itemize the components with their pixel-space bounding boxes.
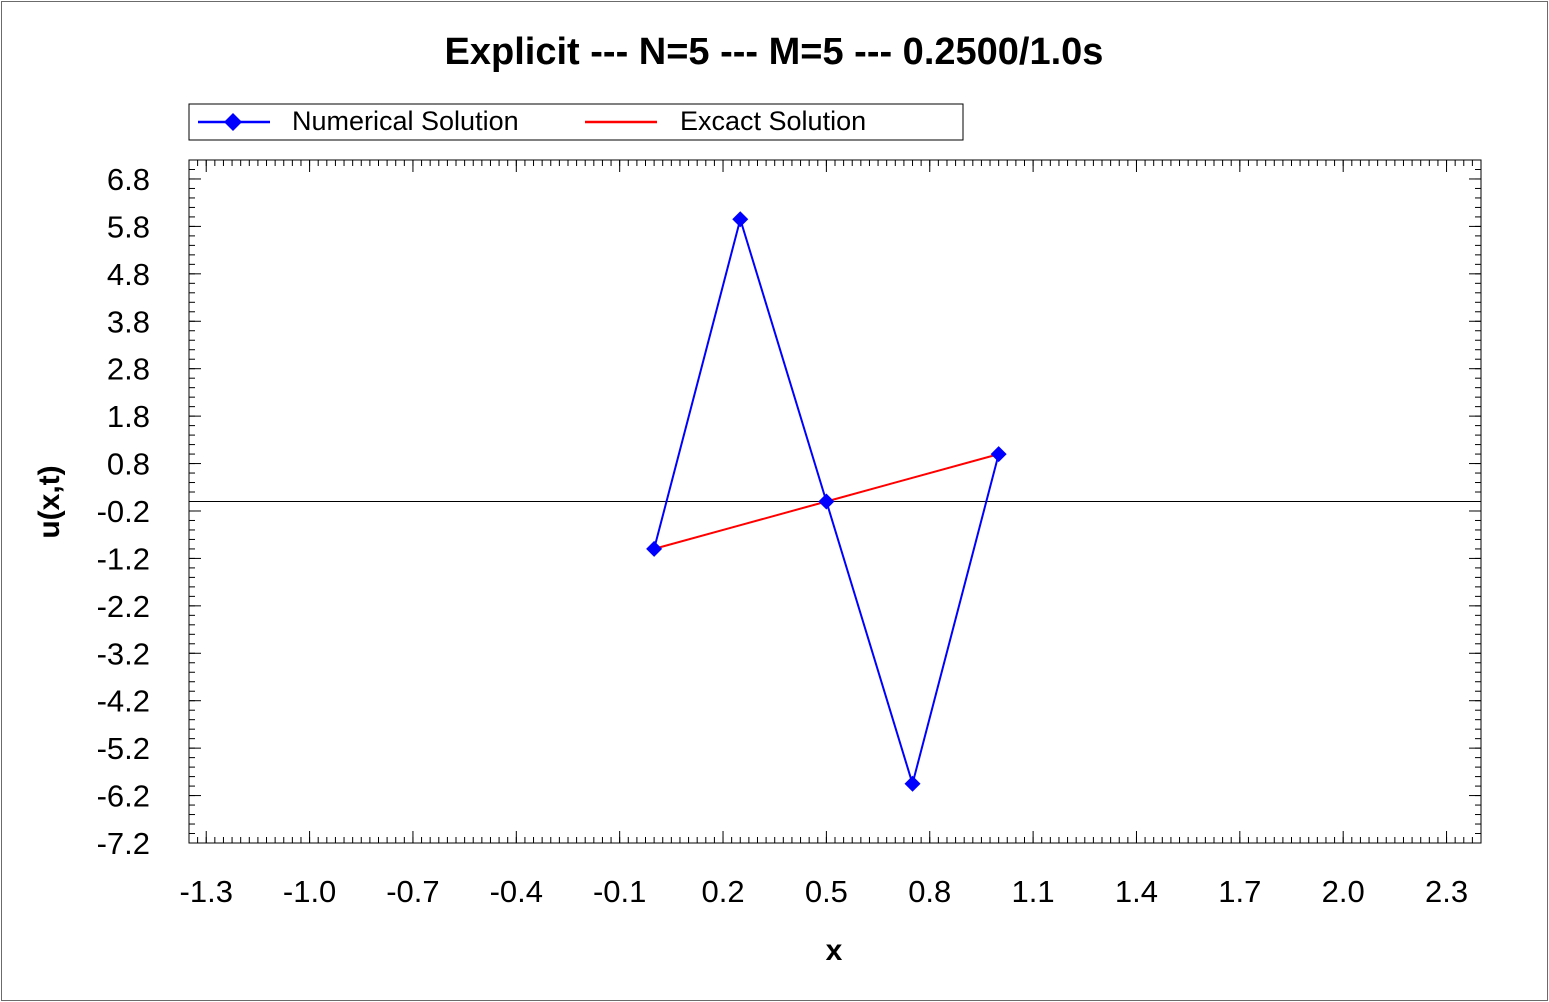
series-0-point — [732, 211, 749, 228]
series-0-point — [990, 446, 1007, 463]
legend-label-numerical: Numerical Solution — [292, 106, 519, 136]
y-tick-label: -0.2 — [97, 494, 150, 529]
y-tick-label: -1.2 — [97, 541, 150, 576]
legend-box — [188, 103, 964, 141]
y-tick-label: 0.8 — [107, 447, 150, 482]
series-0-point — [904, 775, 921, 792]
legend-label-exact: Excact Solution — [680, 106, 866, 136]
y-axis-ticks: 6.8 5.8 4.8 3.8 2.8 1.8 0.8 -0.2 -1.2 -2.2 -3.2 -4.… — [97, 162, 1481, 861]
series-layer — [646, 211, 1007, 792]
y-tick-label: 3.8 — [107, 304, 150, 339]
x-axis-label: x — [826, 934, 843, 967]
x-tick-label: 0.2 — [701, 874, 744, 909]
y-tick-label: -5.2 — [97, 731, 150, 766]
series-0-point — [818, 493, 835, 510]
series-0-point — [646, 540, 663, 557]
x-tick-label: 2.0 — [1322, 874, 1365, 909]
legend: Numerical Solution Excact Solution — [188, 103, 964, 141]
y-tick-label: 6.8 — [107, 162, 150, 197]
x-axis-ticks: -1.3 -1.0 -0.7 -0.4 -0.1 0.2 0.5 0.8 1.1 1.4 1.7 2.… — [180, 160, 1468, 909]
y-tick-label: 4.8 — [107, 257, 150, 292]
y-tick-label: 5.8 — [107, 209, 150, 244]
y-tick-label: -7.2 — [97, 826, 150, 861]
y-tick-label: -2.2 — [97, 589, 150, 624]
y-tick-label: 2.8 — [107, 352, 150, 387]
y-axis-label: u(x,t) — [33, 465, 66, 538]
legend-marker-numerical — [224, 113, 242, 131]
x-tick-label: -1.3 — [180, 874, 233, 909]
x-tick-label: -0.4 — [490, 874, 543, 909]
y-tick-label: -6.2 — [97, 779, 150, 814]
x-tick-label: -0.1 — [593, 874, 646, 909]
y-tick-label: -3.2 — [97, 636, 150, 671]
chart-title: Explicit --- N=5 --- M=5 --- 0.2500/1.0s — [445, 31, 1104, 73]
x-tick-label: 0.5 — [805, 874, 848, 909]
x-tick-label: 1.4 — [1115, 874, 1158, 909]
x-tick-label: 2.3 — [1425, 874, 1468, 909]
x-tick-label: -0.7 — [386, 874, 439, 909]
y-tick-label: 1.8 — [107, 399, 150, 434]
x-tick-label: -1.0 — [283, 874, 336, 909]
x-tick-label: 1.1 — [1012, 874, 1055, 909]
x-tick-label: 0.8 — [908, 874, 951, 909]
x-tick-label: 1.7 — [1218, 874, 1261, 909]
y-tick-label: -4.2 — [97, 684, 150, 719]
